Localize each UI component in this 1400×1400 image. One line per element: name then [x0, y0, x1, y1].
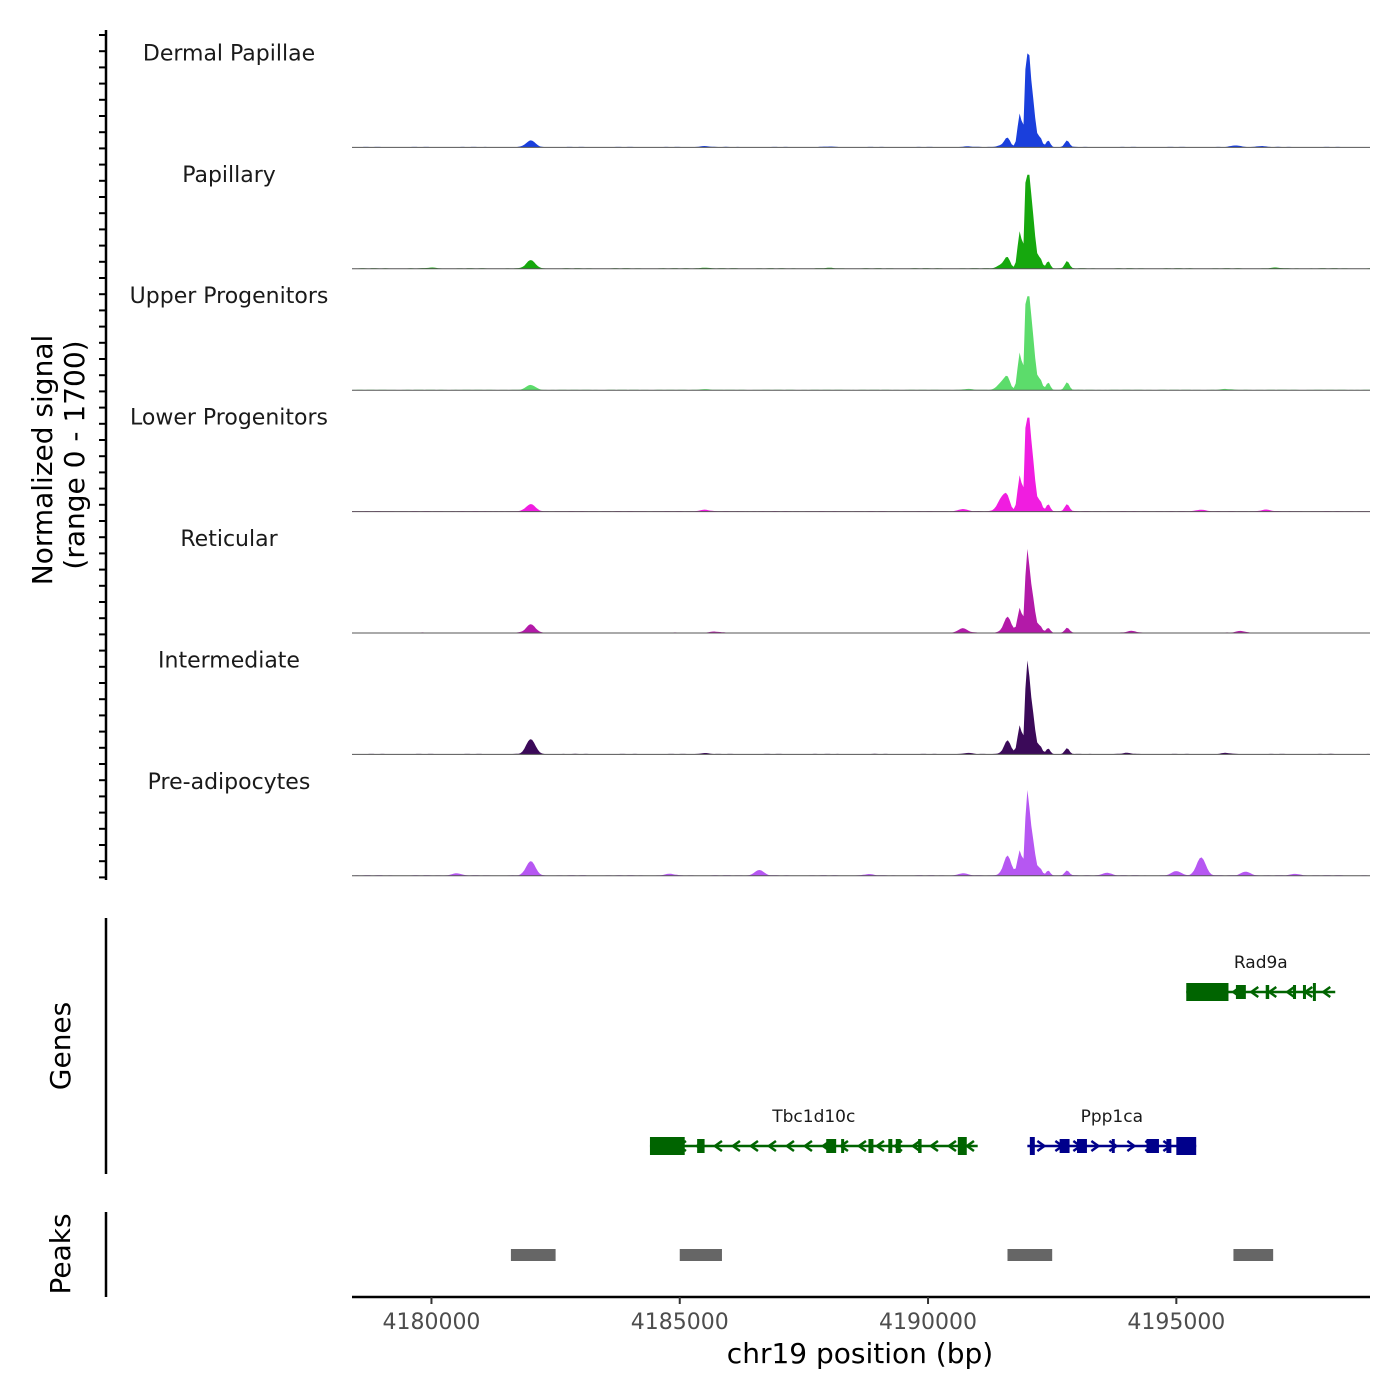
track-labels: Dermal Papillae Papillary Upper Progenitor…: [130, 41, 329, 794]
peaks-axis-title: Peaks: [44, 1213, 77, 1294]
coverage-area-6: [352, 790, 1370, 876]
strand-arrow: [910, 1139, 921, 1153]
strand-arrow: [712, 1139, 723, 1153]
strand-arrow: [838, 1139, 849, 1153]
exon-Rad9a-3: [1293, 985, 1297, 999]
exon-Ppp1ca-1: [1059, 1139, 1070, 1153]
x-axis: chr19 position (bp) 4180000 4185000 419000…: [352, 1295, 1370, 1370]
genes-axis-title: Genes: [44, 1002, 77, 1090]
exon-Tbc1d10c-5: [888, 1139, 893, 1153]
strand-arrow: [856, 1139, 867, 1153]
strand-arrow: [730, 1139, 741, 1153]
exon-Rad9a-0: [1186, 983, 1229, 1001]
strand-arrow: [1267, 985, 1277, 999]
strand-arrow: [784, 1139, 795, 1153]
strand-arrow: [1321, 985, 1331, 999]
exon-Tbc1d10c-7: [918, 1139, 922, 1153]
genes-panel: Genes Rad9a Tbc1d10c Ppp1ca: [44, 918, 1336, 1174]
exon-Rad9a-4: [1302, 985, 1306, 999]
track-label-0: Dermal Papillae: [143, 41, 315, 66]
peak-region-0: [510, 1249, 556, 1261]
exon-Rad9a-2: [1265, 985, 1270, 999]
gene-label-Rad9a: Rad9a: [1234, 953, 1288, 973]
track-label-5: Intermediate: [158, 648, 300, 673]
strand-arrow: [1126, 1139, 1137, 1153]
x-tick-label-0: 4180000: [382, 1310, 480, 1335]
y-axis-title-line2: (range 0 - 1700): [58, 340, 91, 569]
strand-arrow: [928, 1139, 939, 1153]
exon-Ppp1ca-4: [1146, 1139, 1159, 1153]
x-tick-label-1: 4185000: [631, 1310, 729, 1335]
track-label-2: Upper Progenitors: [130, 284, 329, 309]
strand-arrow: [1249, 985, 1259, 999]
y-axis-title-line1: Normalized signal: [26, 335, 59, 586]
exon-Tbc1d10c-1: [697, 1139, 705, 1153]
strand-arrow: [874, 1139, 885, 1153]
exon-Ppp1ca-5: [1166, 1139, 1172, 1153]
exon-Tbc1d10c-8: [957, 1137, 967, 1155]
track-label-1: Papillary: [182, 163, 276, 188]
track-label-6: Pre-adipocytes: [148, 770, 311, 795]
gene-label-Ppp1ca: Ppp1ca: [1081, 1107, 1143, 1127]
coverage-area-5: [352, 660, 1370, 755]
y-axis-ticks: [99, 34, 106, 879]
coverage-area-4: [352, 548, 1370, 633]
coverage-area-2: [352, 296, 1370, 391]
exon-Tbc1d10c-6: [895, 1139, 901, 1153]
track-label-4: Reticular: [180, 527, 278, 552]
gene-label-Tbc1d10c: Tbc1d10c: [771, 1107, 855, 1127]
exon-Tbc1d10c-4: [868, 1139, 874, 1153]
exon-Rad9a-5: [1312, 983, 1316, 1001]
y-axis: Normalized signal (range 0 - 1700): [26, 30, 108, 880]
peaks-panel: Peaks: [44, 1212, 1274, 1297]
strand-arrow: [964, 1139, 975, 1153]
peak-region-1: [679, 1249, 722, 1261]
x-tick-label-3: 4195000: [1127, 1310, 1225, 1335]
coverage-area-0: [352, 53, 1370, 148]
exon-Ppp1ca-0: [1029, 1137, 1035, 1155]
peak-region-3: [1233, 1249, 1274, 1261]
exon-Tbc1d10c-0: [649, 1137, 685, 1155]
strand-arrow: [1285, 985, 1295, 999]
coverage-tracks: [352, 53, 1370, 877]
strand-arrow: [1108, 1139, 1119, 1153]
x-tick-label-2: 4190000: [879, 1310, 977, 1335]
peak-region-2: [1007, 1249, 1053, 1261]
strand-arrow: [802, 1139, 813, 1153]
x-axis-title: chr19 position (bp): [727, 1337, 993, 1370]
coverage-area-1: [352, 174, 1370, 269]
exon-Ppp1ca-3: [1111, 1139, 1115, 1153]
track-label-3: Lower Progenitors: [130, 406, 328, 431]
exon-Rad9a-1: [1235, 985, 1246, 999]
strand-arrow: [1036, 1139, 1047, 1153]
exon-Ppp1ca-6: [1176, 1137, 1197, 1155]
exon-Tbc1d10c-3: [841, 1139, 845, 1153]
strand-arrow: [748, 1139, 759, 1153]
coverage-area-3: [352, 417, 1370, 512]
strand-arrow: [766, 1139, 777, 1153]
strand-arrow: [946, 1139, 957, 1153]
exon-Ppp1ca-2: [1077, 1139, 1087, 1153]
strand-arrow: [1090, 1139, 1101, 1153]
exon-Tbc1d10c-2: [826, 1139, 837, 1153]
